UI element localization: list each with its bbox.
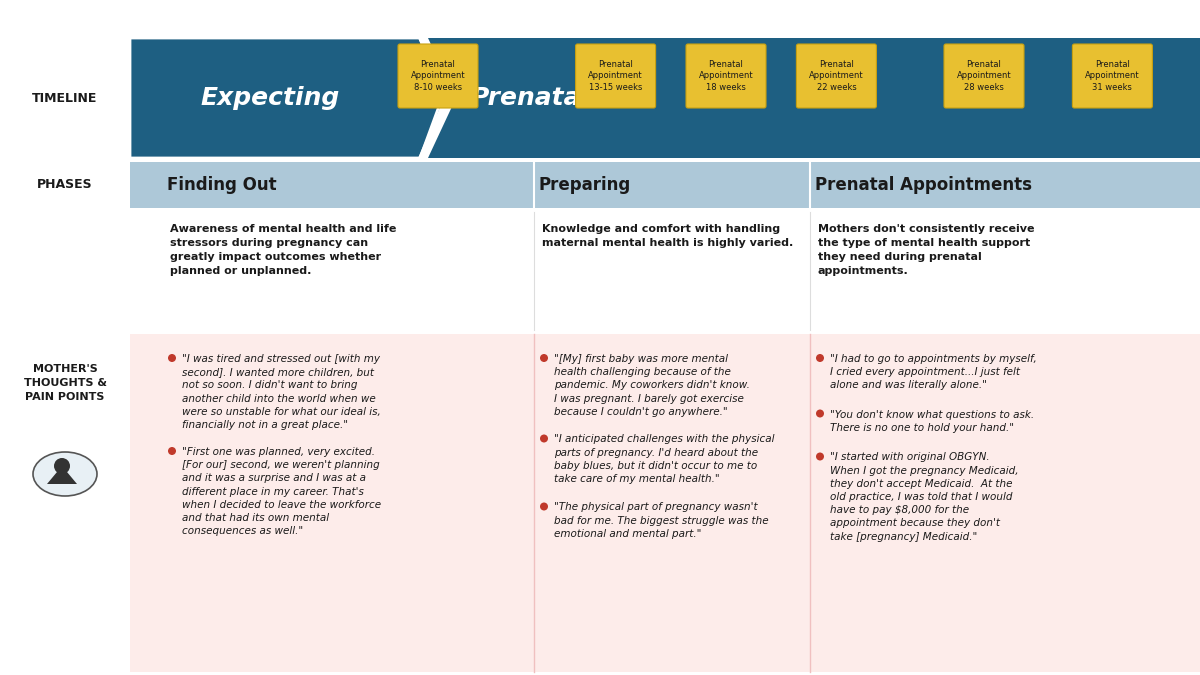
Circle shape [168, 447, 176, 455]
FancyBboxPatch shape [130, 162, 1200, 208]
Text: "I was tired and stressed out [with my
second]. I wanted more children, but
not : "I was tired and stressed out [with my s… [182, 354, 380, 430]
Text: Prenatal
Appointment
31 weeks: Prenatal Appointment 31 weeks [1085, 60, 1140, 92]
Circle shape [816, 354, 824, 362]
Text: "I started with original OBGYN.
When I got the pregnancy Medicaid,
they don't ac: "I started with original OBGYN. When I g… [830, 452, 1019, 542]
FancyBboxPatch shape [576, 44, 655, 108]
Text: "The physical part of pregnancy wasn't
bad for me. The biggest struggle was the
: "The physical part of pregnancy wasn't b… [554, 502, 769, 539]
Text: "I had to go to appointments by myself,
I cried every appointment...I just felt
: "I had to go to appointments by myself, … [830, 354, 1037, 390]
Text: TIMELINE: TIMELINE [32, 92, 97, 105]
Text: Prenatal
Appointment
22 weeks: Prenatal Appointment 22 weeks [809, 60, 864, 92]
Text: "First one was planned, very excited.
[For our] second, we weren't planning
and : "First one was planned, very excited. [F… [182, 447, 382, 536]
Text: Prenatal
Appointment
8-10 weeks: Prenatal Appointment 8-10 weeks [410, 60, 466, 92]
Text: Prenatal
Appointment
28 weeks: Prenatal Appointment 28 weeks [956, 60, 1012, 92]
Polygon shape [47, 472, 77, 484]
Circle shape [54, 458, 70, 474]
Text: Knowledge and comfort with handling
maternal mental health is highly varied.: Knowledge and comfort with handling mate… [542, 224, 793, 248]
Polygon shape [130, 38, 442, 158]
Text: Expecting: Expecting [200, 86, 340, 110]
Circle shape [540, 502, 548, 510]
Text: Prenatal Appointments: Prenatal Appointments [815, 176, 1032, 194]
FancyBboxPatch shape [130, 334, 1200, 672]
Text: Finding Out: Finding Out [167, 176, 277, 194]
FancyBboxPatch shape [797, 44, 876, 108]
Text: Preparing: Preparing [539, 176, 631, 194]
Text: "[My] first baby was more mental
health challenging because of the
pandemic. My : "[My] first baby was more mental health … [554, 354, 750, 416]
Text: "I anticipated challenges with the physical
parts of pregnancy. I'd heard about : "I anticipated challenges with the physi… [554, 435, 774, 484]
Circle shape [816, 410, 824, 418]
FancyBboxPatch shape [1073, 44, 1152, 108]
Text: "You don't know what questions to ask.
There is no one to hold your hand.": "You don't know what questions to ask. T… [830, 410, 1034, 433]
FancyBboxPatch shape [456, 38, 1198, 158]
Text: Prenatal: Prenatal [470, 86, 589, 110]
Text: PHASES: PHASES [37, 178, 92, 192]
Circle shape [540, 354, 548, 362]
Polygon shape [418, 38, 456, 158]
Text: Prenatal
Appointment
13-15 weeks: Prenatal Appointment 13-15 weeks [588, 60, 643, 92]
Text: Awareness of mental health and life
stressors during pregnancy can
greatly impac: Awareness of mental health and life stre… [170, 224, 396, 276]
Circle shape [540, 435, 548, 443]
Text: Mothers don't consistently receive
the type of mental health support
they need d: Mothers don't consistently receive the t… [818, 224, 1034, 276]
Text: MOTHER'S
THOUGHTS &
PAIN POINTS: MOTHER'S THOUGHTS & PAIN POINTS [24, 364, 107, 402]
FancyBboxPatch shape [686, 44, 766, 108]
Circle shape [816, 452, 824, 460]
FancyBboxPatch shape [944, 44, 1024, 108]
Text: Prenatal
Appointment
18 weeks: Prenatal Appointment 18 weeks [698, 60, 754, 92]
Ellipse shape [34, 452, 97, 496]
FancyBboxPatch shape [398, 44, 478, 108]
Circle shape [168, 354, 176, 362]
FancyBboxPatch shape [130, 38, 1200, 158]
